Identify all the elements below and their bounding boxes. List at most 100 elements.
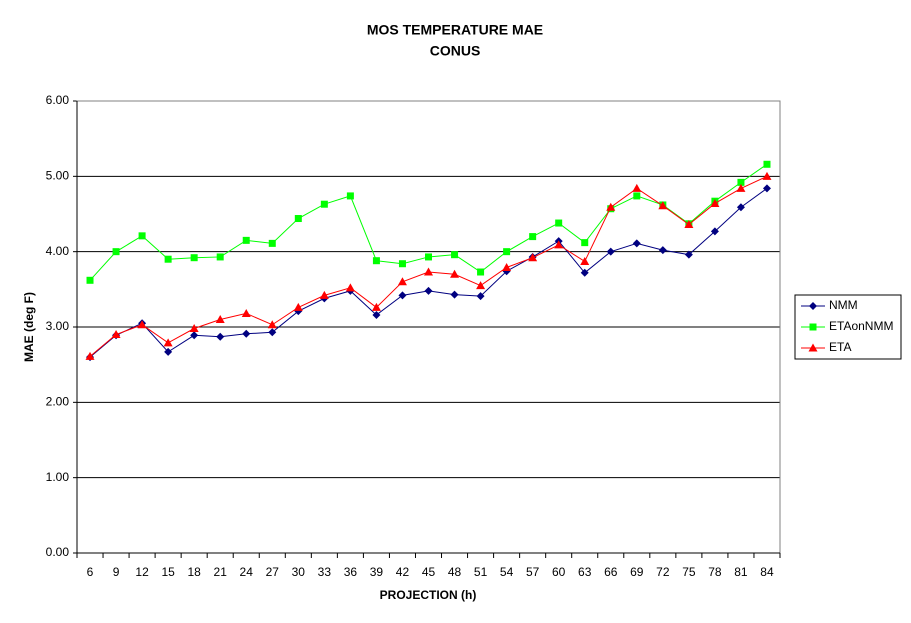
- marker: [632, 183, 642, 192]
- marker: [684, 250, 693, 259]
- marker: [242, 236, 250, 244]
- marker: [85, 351, 95, 360]
- y-tick-label: 4.00: [46, 244, 70, 258]
- marker: [477, 268, 485, 276]
- marker: [241, 308, 251, 317]
- x-tick-label: 84: [760, 565, 774, 579]
- x-tick-label: 27: [266, 565, 280, 579]
- y-axis-title: MAE (deg F): [22, 292, 36, 362]
- x-tick-label: 66: [604, 565, 618, 579]
- y-tick-label: 5.00: [46, 169, 70, 183]
- x-tick-label: 30: [292, 565, 306, 579]
- marker: [215, 314, 225, 323]
- marker: [476, 281, 486, 290]
- marker: [554, 240, 564, 249]
- x-tick-label: 42: [396, 565, 410, 579]
- marker: [451, 251, 459, 259]
- marker: [294, 215, 302, 223]
- x-tick-label: 6: [87, 565, 94, 579]
- x-axis-title: PROJECTION (h): [380, 588, 477, 602]
- x-tick-label: 36: [344, 565, 358, 579]
- marker: [163, 338, 173, 347]
- y-tick-label: 1.00: [46, 470, 70, 484]
- marker: [580, 268, 589, 277]
- legend-label: NMM: [829, 298, 858, 312]
- marker: [736, 203, 745, 212]
- series: [86, 160, 771, 284]
- marker: [529, 233, 537, 241]
- marker: [345, 283, 355, 292]
- marker: [581, 239, 589, 247]
- marker: [632, 239, 641, 248]
- marker: [763, 160, 771, 168]
- x-tick-label: 63: [578, 565, 592, 579]
- chart-subtitle: CONUS: [430, 43, 481, 59]
- marker: [112, 248, 120, 256]
- marker: [528, 253, 538, 262]
- x-tick-label: 12: [135, 565, 149, 579]
- x-tick-label: 51: [474, 565, 488, 579]
- x-tick-label: 48: [448, 565, 462, 579]
- marker: [502, 262, 512, 271]
- marker: [138, 232, 146, 240]
- marker: [86, 276, 94, 284]
- marker: [809, 302, 817, 310]
- x-tick-label: 78: [708, 565, 722, 579]
- marker: [808, 343, 818, 352]
- x-tick-label: 15: [161, 565, 175, 579]
- y-tick-label: 3.00: [46, 319, 70, 333]
- marker: [809, 323, 817, 331]
- x-tick-label: 72: [656, 565, 670, 579]
- marker: [371, 302, 381, 311]
- marker: [424, 286, 433, 295]
- x-tick-label: 69: [630, 565, 644, 579]
- y-tick-label: 6.00: [46, 93, 70, 107]
- chart-title: MOS TEMPERATURE MAE: [367, 22, 543, 38]
- x-tick-label: 57: [526, 565, 540, 579]
- marker: [164, 347, 173, 356]
- x-tick-label: 60: [552, 565, 566, 579]
- x-tick-label: 18: [187, 565, 201, 579]
- marker: [242, 329, 251, 338]
- marker: [450, 290, 459, 299]
- marker: [267, 320, 277, 329]
- marker: [710, 198, 720, 207]
- marker: [293, 302, 303, 311]
- marker: [268, 239, 276, 247]
- marker: [398, 291, 407, 300]
- x-tick-label: 75: [682, 565, 696, 579]
- marker: [425, 253, 432, 261]
- marker: [398, 260, 406, 268]
- marker: [633, 192, 641, 200]
- x-tick-label: 45: [422, 565, 436, 579]
- marker: [111, 330, 121, 339]
- marker: [762, 171, 772, 180]
- marker: [190, 331, 199, 340]
- legend-label: ETA: [829, 340, 851, 354]
- marker: [737, 178, 745, 186]
- x-tick-label: 81: [734, 565, 748, 579]
- marker: [762, 184, 771, 193]
- x-tick-label: 54: [500, 565, 514, 579]
- marker: [190, 254, 198, 262]
- marker: [189, 324, 199, 333]
- marker: [606, 202, 616, 211]
- marker: [736, 183, 746, 192]
- marker: [216, 253, 224, 261]
- marker: [476, 292, 485, 301]
- series-line: [89, 163, 768, 281]
- marker: [658, 201, 668, 210]
- marker: [372, 257, 380, 265]
- marker: [450, 269, 460, 278]
- x-tick-label: 21: [214, 565, 228, 579]
- x-tick-label: 24: [240, 565, 254, 579]
- series: [85, 171, 772, 360]
- marker: [137, 320, 147, 329]
- marker: [555, 219, 563, 227]
- marker: [580, 256, 590, 265]
- marker: [164, 255, 172, 263]
- x-tick-label: 9: [113, 565, 120, 579]
- x-tick-label: 33: [318, 565, 332, 579]
